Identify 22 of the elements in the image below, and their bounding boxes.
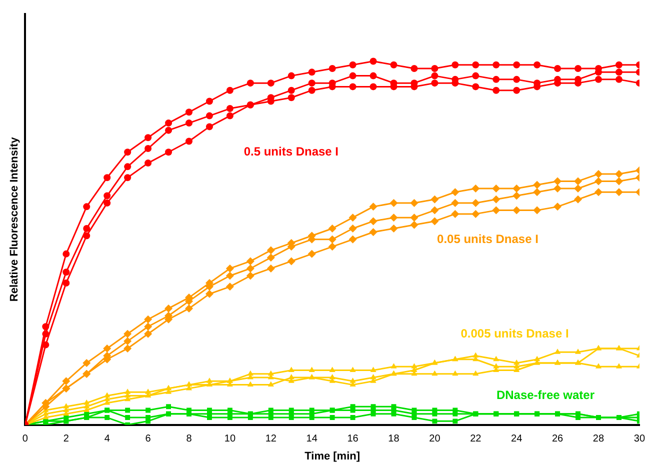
- x-tick-label: 14: [306, 434, 318, 445]
- x-tick-label: 20: [429, 434, 441, 445]
- x-tick-label: 30: [634, 434, 646, 445]
- x-tick-label: 26: [552, 434, 564, 445]
- x-tick-label: 16: [347, 434, 359, 445]
- annotation: DNase-free water: [496, 388, 595, 402]
- x-tick-label: 24: [511, 434, 523, 445]
- x-tick-label: 2: [63, 434, 70, 445]
- x-tick-label: 6: [145, 434, 152, 445]
- x-tick-label: 4: [104, 434, 110, 445]
- x-axis-title: Time [min]: [304, 450, 360, 462]
- x-tick-label: 10: [224, 434, 236, 445]
- x-tick-label: 22: [470, 434, 482, 445]
- annotation: 0.5 units Dnase I: [244, 144, 339, 158]
- y-axis-title: Relative Fluorescence Intensity: [8, 136, 21, 302]
- x-tick-label: 0: [22, 434, 28, 445]
- annotation: 0.005 units Dnase I: [460, 326, 569, 340]
- x-tick-label: 12: [265, 434, 277, 445]
- annotation: 0.05 units Dnase I: [437, 232, 538, 246]
- x-tick-label: 8: [186, 434, 192, 445]
- x-tick-label: 18: [388, 434, 400, 445]
- x-tick-label: 28: [592, 434, 604, 445]
